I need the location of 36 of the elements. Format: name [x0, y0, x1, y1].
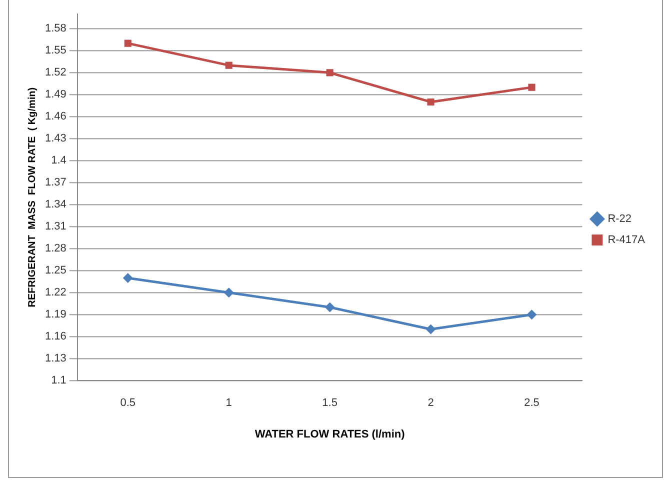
x-tick-label: 1.5	[322, 397, 338, 410]
x-tick-label: 2	[428, 397, 434, 410]
y-tick-label: 1.52	[44, 66, 66, 79]
point	[124, 40, 132, 47]
y-tick-label: 1.58	[44, 22, 66, 35]
y-tick-label: 1.1	[51, 374, 66, 387]
legend-label: R-22	[608, 213, 632, 226]
y-tick-label: 1.43	[44, 132, 66, 145]
y-tick-label: 1.46	[44, 110, 66, 123]
x-tick-label: 1	[226, 397, 232, 410]
point	[526, 310, 537, 320]
y-tick-label: 1.19	[44, 308, 66, 321]
point	[324, 302, 335, 312]
y-tick-label: 1.25	[44, 264, 66, 277]
point	[326, 69, 334, 76]
legend-label: R-417A	[608, 234, 646, 246]
y-tick-label: 1.49	[44, 88, 66, 101]
y-tick-label: 1.16	[44, 330, 66, 343]
y-tick-label: 1.55	[44, 44, 66, 57]
y-tick-label: 1.4	[51, 154, 66, 167]
x-tick-label: 0.5	[120, 397, 136, 410]
point	[122, 272, 133, 283]
point	[225, 62, 232, 69]
y-tick-label: 1.37	[44, 176, 66, 189]
point	[224, 288, 234, 298]
y-tick-label: 1.28	[44, 242, 66, 255]
y-tick-label: 1.22	[44, 286, 66, 299]
y-tick-label: 1.31	[44, 220, 66, 233]
x-axis-title: WATER FLOW RATES (l/min)	[254, 428, 406, 440]
point	[426, 324, 436, 334]
point	[427, 98, 434, 106]
y-tick-label: 1.34	[44, 198, 66, 211]
point	[528, 84, 536, 91]
x-tick-label: 2.5	[524, 397, 540, 410]
y-axis-title: REFRIGERANT MASS FLOW RATE ( Kg/min)	[26, 87, 38, 308]
y-tick-label: 1.13	[44, 352, 66, 365]
